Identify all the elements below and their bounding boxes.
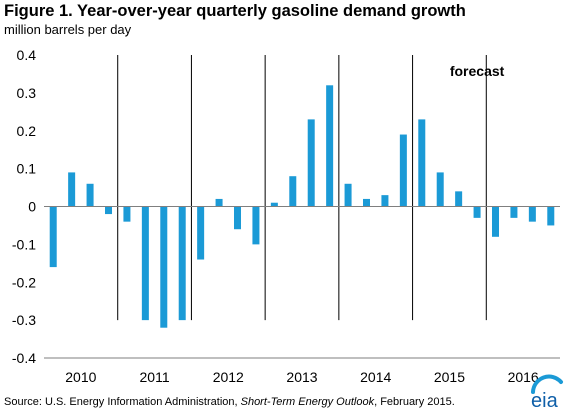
bar [270,202,278,207]
bar [455,191,463,207]
bar [436,172,444,207]
bar [362,198,371,207]
y-tick-label: -0.2 [12,274,36,290]
bar [197,206,205,260]
eia-logo-text: eia [531,390,559,410]
bar [547,206,555,226]
bar [233,206,242,230]
x-tick-label: 2010 [65,369,96,385]
bar [473,206,481,218]
x-tick-label: 2011 [140,369,170,385]
bar [510,206,518,218]
bar [141,206,149,321]
y-tick-label: 0.1 [17,161,37,177]
y-axis-unit-label: million barrels per day [4,22,132,37]
bar-series [49,85,555,328]
bar [252,206,260,245]
x-tick-label: 2016 [508,369,539,385]
x-tick-label: 2013 [286,369,317,385]
y-tick-label: -0.1 [12,236,36,252]
chart-title: Figure 1. Year-over-year quarterly gasol… [4,2,466,20]
source-suffix: , February 2015. [374,396,455,408]
x-tick-label: 2012 [213,369,244,385]
x-tick-label: 2015 [434,369,465,385]
bar [123,206,131,222]
x-tick-label: 2014 [360,369,391,385]
forecast-annotation: forecast [450,63,505,79]
y-tick-label: 0.4 [17,47,37,63]
bar [528,206,536,222]
bar [68,172,76,207]
bar [289,176,297,207]
x-axis-labels: 2010 2011 2012 2013 2014 2015 2016 [65,369,539,385]
bar [326,85,334,207]
eia-logo-icon: eia [531,374,563,410]
bar [49,206,57,268]
y-tick-label: -0.3 [12,312,36,328]
bar [178,206,186,321]
bar [399,134,407,207]
year-dividers [117,55,487,321]
bar [104,206,113,215]
bar [344,183,352,207]
y-axis-ticks: 0.4 0.3 0.2 0.1 0 -0.1 -0.2 -0.3 -0.4 [12,47,36,366]
bar [160,206,168,328]
bar [491,206,500,237]
y-tick-label: 0.3 [17,85,37,101]
y-tick-label: 0 [28,199,36,215]
bar [86,183,94,207]
bar [307,119,315,207]
bar [381,195,389,207]
source-note: Source: U.S. Energy Information Administ… [4,396,455,408]
bar [215,198,223,207]
source-publication: Short-Term Energy Outlook [240,396,375,408]
y-tick-label: 0.2 [17,123,37,139]
source-prefix: Source: U.S. Energy Information Administ… [4,396,241,408]
bar [418,119,426,207]
y-tick-label: -0.4 [12,350,36,366]
